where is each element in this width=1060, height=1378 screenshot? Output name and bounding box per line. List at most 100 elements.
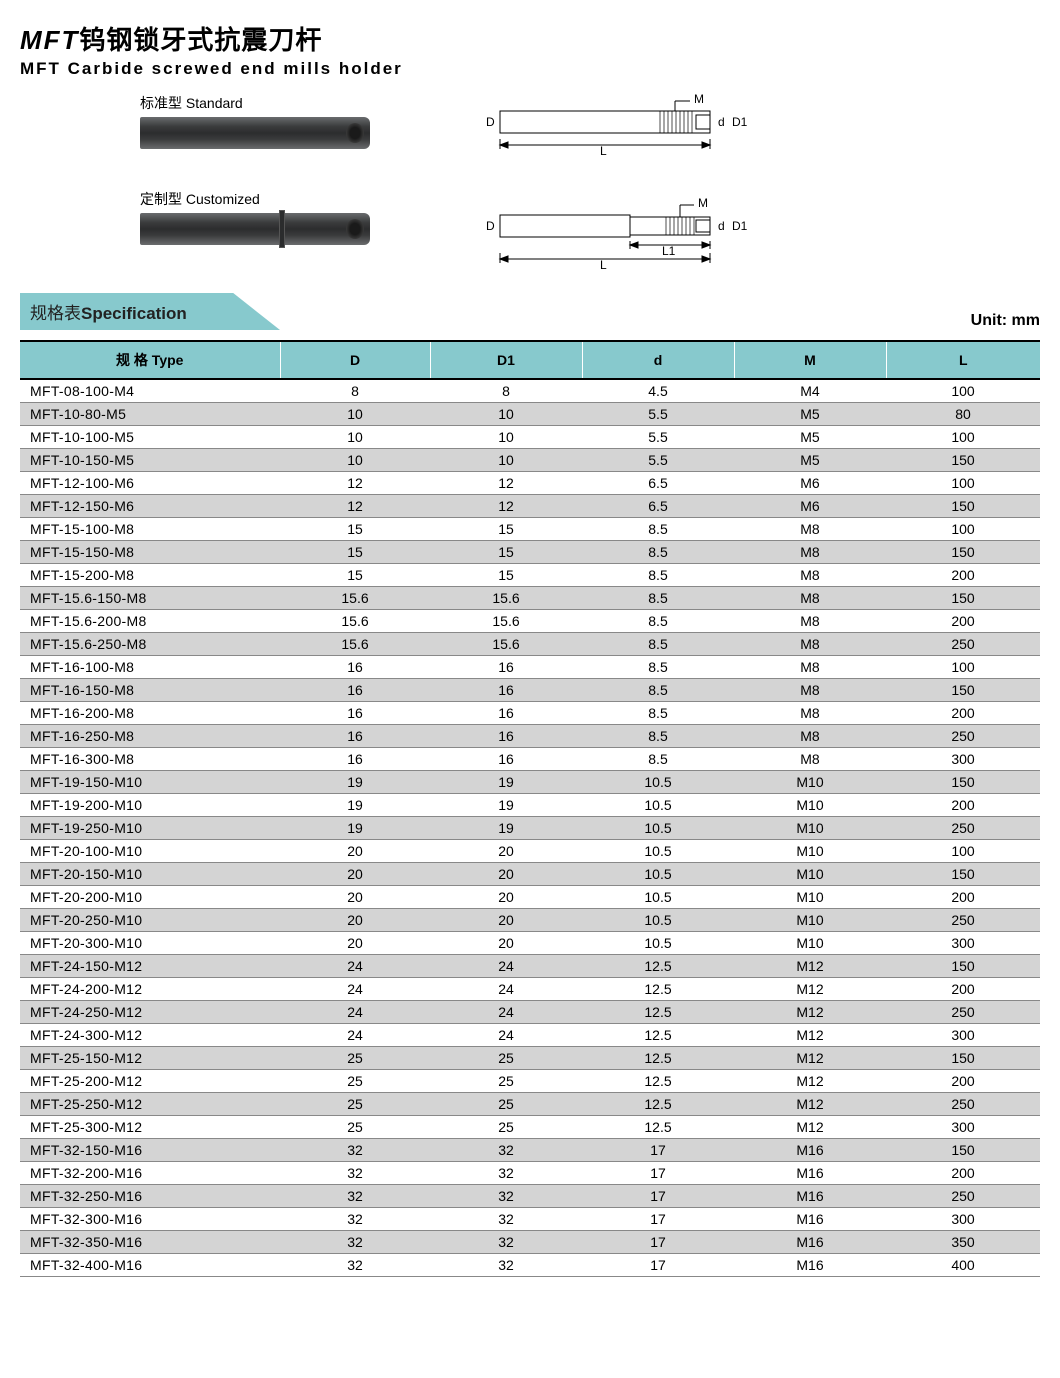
- table-row: MFT-25-300-M12252512.5M12300: [20, 1116, 1040, 1139]
- title-brand: MFT: [20, 25, 79, 55]
- cell-d: 8.5: [582, 725, 734, 748]
- cell-d: 10.5: [582, 840, 734, 863]
- cell-M: M16: [734, 1231, 886, 1254]
- table-row: MFT-20-200-M10202010.5M10200: [20, 886, 1040, 909]
- cell-D1: 10: [430, 426, 582, 449]
- cell-L: 150: [886, 955, 1040, 978]
- cell-L: 200: [886, 1162, 1040, 1185]
- cell-M: M8: [734, 656, 886, 679]
- schem-D: D: [486, 115, 495, 129]
- cell-M: M12: [734, 1024, 886, 1047]
- cell-D: 16: [280, 725, 430, 748]
- cell-D: 15: [280, 564, 430, 587]
- cell-d: 10.5: [582, 886, 734, 909]
- diagrams-area: 标准型 Standard 定制型 Customized: [140, 93, 1040, 273]
- cell-type: MFT-25-300-M12: [20, 1116, 280, 1139]
- table-row: MFT-24-200-M12242412.5M12200: [20, 978, 1040, 1001]
- cell-d: 17: [582, 1139, 734, 1162]
- table-row: MFT-24-150-M12242412.5M12150: [20, 955, 1040, 978]
- cell-type: MFT-20-100-M10: [20, 840, 280, 863]
- cell-type: MFT-20-150-M10: [20, 863, 280, 886]
- cell-D1: 32: [430, 1231, 582, 1254]
- unit-label: Unit: mm: [971, 312, 1040, 330]
- cell-D1: 15.6: [430, 587, 582, 610]
- cell-D1: 16: [430, 702, 582, 725]
- spec-tab-en: Specification: [81, 304, 187, 323]
- cell-L: 300: [886, 1116, 1040, 1139]
- cell-d: 10.5: [582, 909, 734, 932]
- title-block: MFT钨钢锁牙式抗震刀杆 MFT Carbide screwed end mil…: [20, 20, 1040, 79]
- cell-D: 15: [280, 541, 430, 564]
- table-row: MFT-32-200-M16323217M16200: [20, 1162, 1040, 1185]
- table-row: MFT-32-250-M16323217M16250: [20, 1185, 1040, 1208]
- title-sub: MFT Carbide screwed end mills holder: [20, 59, 1040, 79]
- cell-d: 17: [582, 1162, 734, 1185]
- cell-d: 12.5: [582, 1070, 734, 1093]
- cell-d: 10.5: [582, 932, 734, 955]
- schem-L: L: [600, 144, 607, 157]
- table-row: MFT-15-200-M815158.5M8200: [20, 564, 1040, 587]
- cell-d: 8.5: [582, 541, 734, 564]
- cell-M: M8: [734, 587, 886, 610]
- cell-type: MFT-25-150-M12: [20, 1047, 280, 1070]
- cell-d: 8.5: [582, 587, 734, 610]
- cell-type: MFT-19-150-M10: [20, 771, 280, 794]
- cell-L: 100: [886, 656, 1040, 679]
- cell-type: MFT-24-300-M12: [20, 1024, 280, 1047]
- cell-L: 250: [886, 1001, 1040, 1024]
- cell-d: 12.5: [582, 1047, 734, 1070]
- cell-type: MFT-16-100-M8: [20, 656, 280, 679]
- table-row: MFT-15.6-200-M815.615.68.5M8200: [20, 610, 1040, 633]
- cell-type: MFT-16-200-M8: [20, 702, 280, 725]
- table-row: MFT-20-300-M10202010.5M10300: [20, 932, 1040, 955]
- cell-d: 17: [582, 1185, 734, 1208]
- cell-D: 32: [280, 1208, 430, 1231]
- table-row: MFT-20-150-M10202010.5M10150: [20, 863, 1040, 886]
- cell-D1: 32: [430, 1139, 582, 1162]
- cell-d: 5.5: [582, 426, 734, 449]
- cell-D: 12: [280, 495, 430, 518]
- renders-column: 标准型 Standard 定制型 Customized: [140, 93, 370, 273]
- cell-D1: 32: [430, 1185, 582, 1208]
- cell-M: M12: [734, 1116, 886, 1139]
- table-row: MFT-32-150-M16323217M16150: [20, 1139, 1040, 1162]
- cell-D1: 24: [430, 1001, 582, 1024]
- cell-d: 4.5: [582, 379, 734, 403]
- cell-D1: 19: [430, 794, 582, 817]
- cell-L: 150: [886, 679, 1040, 702]
- cell-d: 12.5: [582, 1116, 734, 1139]
- cell-M: M10: [734, 771, 886, 794]
- svg-text:L1: L1: [662, 244, 676, 258]
- cell-type: MFT-12-100-M6: [20, 472, 280, 495]
- cell-type: MFT-15.6-250-M8: [20, 633, 280, 656]
- cell-L: 200: [886, 610, 1040, 633]
- cell-M: M8: [734, 633, 886, 656]
- cell-D: 16: [280, 748, 430, 771]
- cell-M: M5: [734, 403, 886, 426]
- cell-M: M16: [734, 1185, 886, 1208]
- cell-M: M16: [734, 1254, 886, 1277]
- cell-D: 20: [280, 840, 430, 863]
- schem-d: d: [718, 115, 725, 129]
- cell-L: 250: [886, 1093, 1040, 1116]
- col-header: L: [886, 341, 1040, 379]
- cell-D1: 16: [430, 725, 582, 748]
- cell-D1: 32: [430, 1254, 582, 1277]
- cell-D: 20: [280, 909, 430, 932]
- standard-tool-image: [140, 117, 370, 149]
- cell-D1: 12: [430, 472, 582, 495]
- table-row: MFT-20-250-M10202010.5M10250: [20, 909, 1040, 932]
- customized-label: 定制型 Customized: [140, 189, 370, 209]
- cell-M: M8: [734, 610, 886, 633]
- cell-D: 25: [280, 1116, 430, 1139]
- table-row: MFT-16-300-M816168.5M8300: [20, 748, 1040, 771]
- cell-type: MFT-19-250-M10: [20, 817, 280, 840]
- cell-type: MFT-19-200-M10: [20, 794, 280, 817]
- cell-D1: 15: [430, 564, 582, 587]
- cell-M: M16: [734, 1162, 886, 1185]
- cell-d: 5.5: [582, 403, 734, 426]
- customized-tool-image: [140, 213, 370, 245]
- cell-type: MFT-24-150-M12: [20, 955, 280, 978]
- cell-d: 12.5: [582, 1001, 734, 1024]
- table-row: MFT-15-100-M815158.5M8100: [20, 518, 1040, 541]
